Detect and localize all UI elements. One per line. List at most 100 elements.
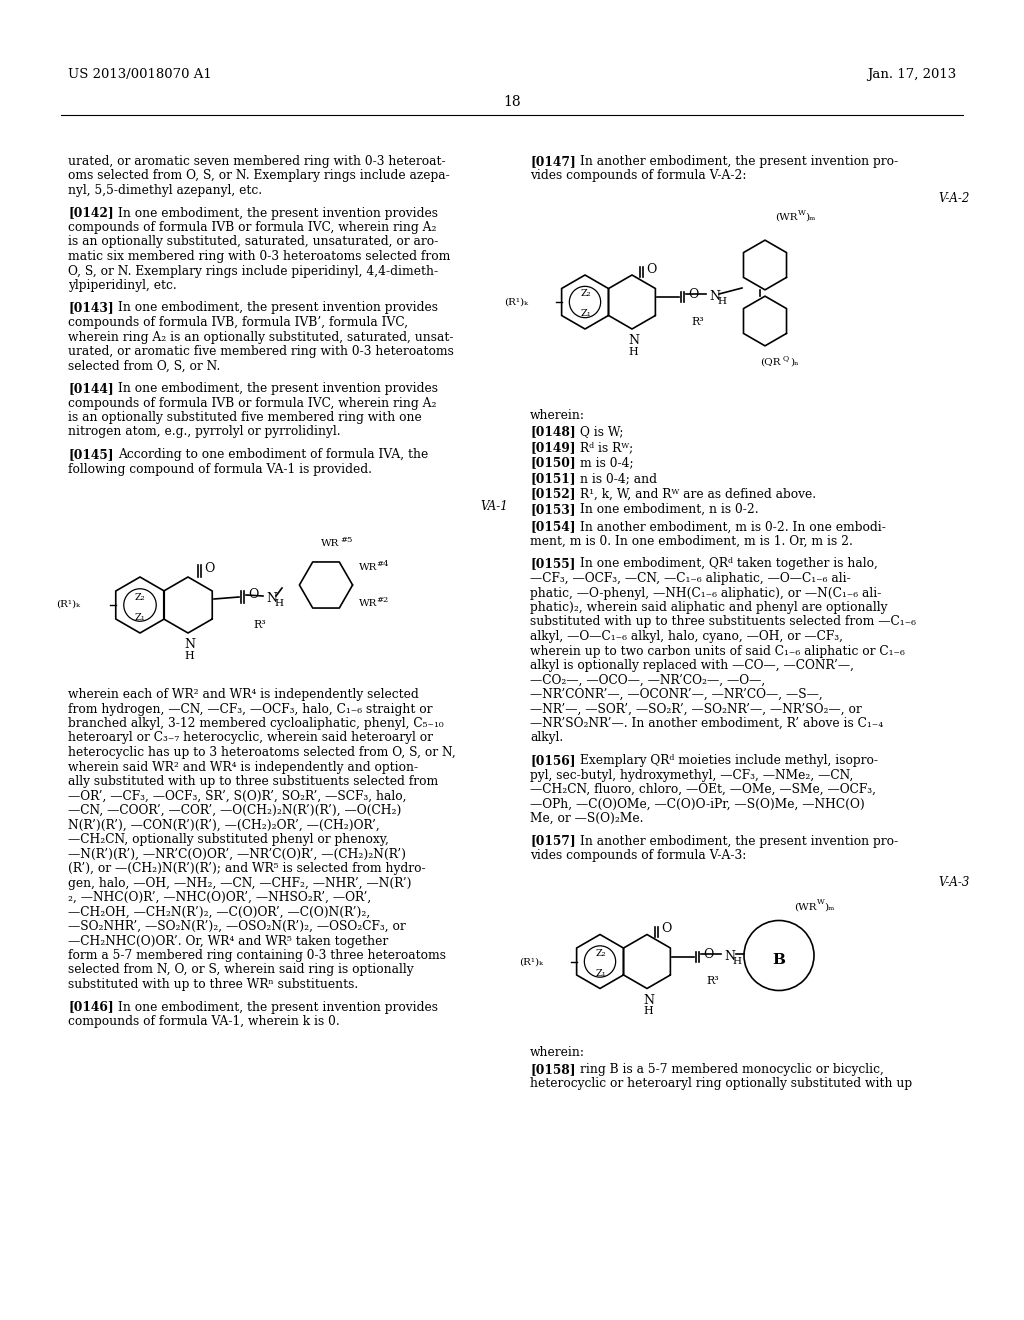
- Text: selected from O, S, or N.: selected from O, S, or N.: [68, 359, 220, 372]
- Text: N: N: [184, 638, 195, 651]
- Text: WR: WR: [359, 599, 378, 609]
- Text: [0142]: [0142]: [68, 206, 114, 219]
- Text: selected from N, O, or S, wherein said ring is optionally: selected from N, O, or S, wherein said r…: [68, 964, 414, 977]
- Text: —CH₂NHC(O)OR’. Or, WR⁴ and WR⁵ taken together: —CH₂NHC(O)OR’. Or, WR⁴ and WR⁵ taken tog…: [68, 935, 388, 948]
- Text: Z₁: Z₁: [581, 309, 592, 318]
- Text: [0154]: [0154]: [530, 520, 575, 533]
- Text: [0149]: [0149]: [530, 441, 575, 454]
- Text: [0145]: [0145]: [68, 447, 114, 461]
- Text: H: H: [643, 1006, 652, 1016]
- Text: In another embodiment, the present invention pro-: In another embodiment, the present inven…: [580, 154, 898, 168]
- Text: H: H: [628, 347, 638, 356]
- Text: wherein ring A₂ is an optionally substituted, saturated, unsat-: wherein ring A₂ is an optionally substit…: [68, 330, 454, 343]
- Text: Z₁: Z₁: [135, 612, 145, 622]
- Text: —CO₂—, —OCO—, —NR’CO₂—, —O—,: —CO₂—, —OCO—, —NR’CO₂—, —O—,: [530, 673, 765, 686]
- Text: Z₂: Z₂: [135, 593, 145, 602]
- Text: is an optionally substituted five membered ring with one: is an optionally substituted five member…: [68, 411, 422, 424]
- Text: ally substituted with up to three substituents selected from: ally substituted with up to three substi…: [68, 775, 438, 788]
- Text: Rᵈ is Rᵂ;: Rᵈ is Rᵂ;: [580, 441, 633, 454]
- Text: [0152]: [0152]: [530, 487, 575, 500]
- Text: [0148]: [0148]: [530, 425, 575, 438]
- Text: )ₘ: )ₘ: [805, 213, 815, 222]
- Text: #2: #2: [376, 597, 388, 605]
- Text: W: W: [798, 209, 806, 216]
- Text: #4: #4: [376, 560, 388, 568]
- Text: heterocyclic or heteroaryl ring optionally substituted with up: heterocyclic or heteroaryl ring optional…: [530, 1077, 912, 1090]
- Text: from hydrogen, —CN, —CF₃, —OCF₃, halo, C₁₋₆ straight or: from hydrogen, —CN, —CF₃, —OCF₃, halo, C…: [68, 702, 432, 715]
- Text: Z₂: Z₂: [581, 289, 592, 298]
- Text: (QR: (QR: [760, 358, 780, 367]
- Text: WR: WR: [321, 539, 339, 548]
- Text: phatic, —O-phenyl, —NH(C₁₋₆ aliphatic), or —N(C₁₋₆ ali-: phatic, —O-phenyl, —NH(C₁₋₆ aliphatic), …: [530, 586, 882, 599]
- Text: In one embodiment, the present invention provides: In one embodiment, the present invention…: [118, 1001, 438, 1014]
- Text: (R¹)ₖ: (R¹)ₖ: [504, 298, 528, 308]
- Text: O: O: [248, 587, 258, 601]
- Text: urated, or aromatic seven membered ring with 0-3 heteroat-: urated, or aromatic seven membered ring …: [68, 154, 445, 168]
- Text: —NR’SO₂NR’—. In another embodiment, R’ above is C₁₋₄: —NR’SO₂NR’—. In another embodiment, R’ a…: [530, 717, 883, 730]
- Text: )ₘ: )ₘ: [824, 903, 835, 912]
- Text: form a 5-7 membered ring containing 0-3 three heteroatoms: form a 5-7 membered ring containing 0-3 …: [68, 949, 446, 962]
- Text: In another embodiment, the present invention pro-: In another embodiment, the present inven…: [580, 834, 898, 847]
- Text: H: H: [732, 957, 741, 965]
- Text: W: W: [817, 899, 825, 907]
- Text: m is 0-4;: m is 0-4;: [580, 457, 634, 470]
- Text: (WR: (WR: [775, 213, 798, 222]
- Text: H: H: [274, 599, 283, 609]
- Text: vides compounds of formula V-A-3:: vides compounds of formula V-A-3:: [530, 849, 746, 862]
- Text: ylpiperidinyl, etc.: ylpiperidinyl, etc.: [68, 279, 177, 292]
- Text: In one embodiment, the present invention provides: In one embodiment, the present invention…: [118, 381, 438, 395]
- Text: wherein said WR² and WR⁴ is independently and option-: wherein said WR² and WR⁴ is independentl…: [68, 760, 418, 774]
- Text: substituted with up to three WRⁿ substituents.: substituted with up to three WRⁿ substit…: [68, 978, 358, 991]
- Text: N: N: [643, 994, 654, 1006]
- Text: [0150]: [0150]: [530, 457, 575, 470]
- Text: pyl, sec-butyl, hydroxymethyl, —CF₃, —NMe₂, —CN,: pyl, sec-butyl, hydroxymethyl, —CF₃, —NM…: [530, 768, 853, 781]
- Text: )ₙ: )ₙ: [790, 358, 799, 367]
- Text: —CH₂CN, optionally substituted phenyl or phenoxy,: —CH₂CN, optionally substituted phenyl or…: [68, 833, 389, 846]
- Text: heteroaryl or C₃₋₇ heterocyclic, wherein said heteroaryl or: heteroaryl or C₃₋₇ heterocyclic, wherein…: [68, 731, 433, 744]
- Text: wherein:: wherein:: [530, 409, 585, 422]
- Text: (R¹)ₖ: (R¹)ₖ: [519, 957, 543, 966]
- Text: [0144]: [0144]: [68, 381, 114, 395]
- Text: substituted with up to three substituents selected from —C₁₋₆: substituted with up to three substituent…: [530, 615, 916, 628]
- Text: gen, halo, —OH, —NH₂, —CN, —CHF₂, —NHR’, —N(R’): gen, halo, —OH, —NH₂, —CN, —CHF₂, —NHR’,…: [68, 876, 412, 890]
- Text: [0151]: [0151]: [530, 473, 575, 484]
- Text: In one embodiment, QRᵈ taken together is halo,: In one embodiment, QRᵈ taken together is…: [580, 557, 878, 570]
- Text: H: H: [717, 297, 726, 306]
- Text: In one embodiment, the present invention provides: In one embodiment, the present invention…: [118, 301, 438, 314]
- Text: Q: Q: [783, 354, 790, 362]
- Text: N: N: [266, 591, 278, 605]
- Text: Exemplary QRᵈ moieties include methyl, isopro-: Exemplary QRᵈ moieties include methyl, i…: [580, 754, 878, 767]
- Text: —NR’—, —SOR’, —SO₂R’, —SO₂NR’—, —NR’SO₂—, or: —NR’—, —SOR’, —SO₂R’, —SO₂NR’—, —NR’SO₂—…: [530, 702, 862, 715]
- Text: ₂, —NHC(O)R’, —NHC(O)OR’, —NHSO₂R’, —OR’,: ₂, —NHC(O)R’, —NHC(O)OR’, —NHSO₂R’, —OR’…: [68, 891, 372, 904]
- Text: vides compounds of formula V-A-2:: vides compounds of formula V-A-2:: [530, 169, 746, 182]
- Text: #5: #5: [340, 536, 352, 544]
- Text: alkyl, —O—C₁₋₆ alkyl, halo, cyano, —OH, or —CF₃,: alkyl, —O—C₁₋₆ alkyl, halo, cyano, —OH, …: [530, 630, 843, 643]
- Text: n is 0-4; and: n is 0-4; and: [580, 473, 657, 484]
- Text: N: N: [724, 949, 735, 962]
- Text: —CF₃, —OCF₃, —CN, —C₁₋₆ aliphatic, —O—C₁₋₆ ali-: —CF₃, —OCF₃, —CN, —C₁₋₆ aliphatic, —O—C₁…: [530, 572, 851, 585]
- Text: N(R’)(R’), —CON(R’)(R’), —(CH₂)₂OR’, —(CH₂)OR’,: N(R’)(R’), —CON(R’)(R’), —(CH₂)₂OR’, —(C…: [68, 818, 380, 832]
- Text: Z₁: Z₁: [596, 969, 607, 978]
- Text: R³: R³: [691, 317, 703, 327]
- Text: O: O: [703, 948, 714, 961]
- Text: —SO₂NHR’, —SO₂N(R’)₂, —OSO₂N(R’)₂, —OSO₂CF₃, or: —SO₂NHR’, —SO₂N(R’)₂, —OSO₂N(R’)₂, —OSO₂…: [68, 920, 406, 933]
- Text: urated, or aromatic five membered ring with 0-3 heteroatoms: urated, or aromatic five membered ring w…: [68, 345, 454, 358]
- Text: oms selected from O, S, or N. Exemplary rings include azepa-: oms selected from O, S, or N. Exemplary …: [68, 169, 450, 182]
- Text: [0157]: [0157]: [530, 834, 575, 847]
- Text: In one embodiment, n is 0-2.: In one embodiment, n is 0-2.: [580, 503, 759, 516]
- Text: R¹, k, W, and Rᵂ are as defined above.: R¹, k, W, and Rᵂ are as defined above.: [580, 487, 816, 500]
- Text: compounds of formula IVB or formula IVC, wherein ring A₂: compounds of formula IVB or formula IVC,…: [68, 220, 436, 234]
- Text: O: O: [204, 562, 214, 576]
- Text: phatic)₂, wherein said aliphatic and phenyl are optionally: phatic)₂, wherein said aliphatic and phe…: [530, 601, 888, 614]
- Text: compounds of formula IVB, formula IVB’, formula IVC,: compounds of formula IVB, formula IVB’, …: [68, 315, 409, 329]
- Text: —NR’CONR’—, —OCONR’—, —NR’CO—, —S—,: —NR’CONR’—, —OCONR’—, —NR’CO—, —S—,: [530, 688, 822, 701]
- Text: V-A-3: V-A-3: [939, 876, 970, 890]
- Text: is an optionally substituted, saturated, unsaturated, or aro-: is an optionally substituted, saturated,…: [68, 235, 438, 248]
- Text: N: N: [709, 290, 720, 304]
- Text: —CN, —COOR’, —COR’, —O(CH₂)₂N(R’)(R’), —O(CH₂): —CN, —COOR’, —COR’, —O(CH₂)₂N(R’)(R’), —…: [68, 804, 401, 817]
- Text: wherein each of WR² and WR⁴ is independently selected: wherein each of WR² and WR⁴ is independe…: [68, 688, 419, 701]
- Text: R³: R³: [253, 620, 266, 630]
- Text: Jan. 17, 2013: Jan. 17, 2013: [866, 69, 956, 81]
- Text: [0147]: [0147]: [530, 154, 575, 168]
- Text: following compound of formula VA-1 is provided.: following compound of formula VA-1 is pr…: [68, 462, 372, 475]
